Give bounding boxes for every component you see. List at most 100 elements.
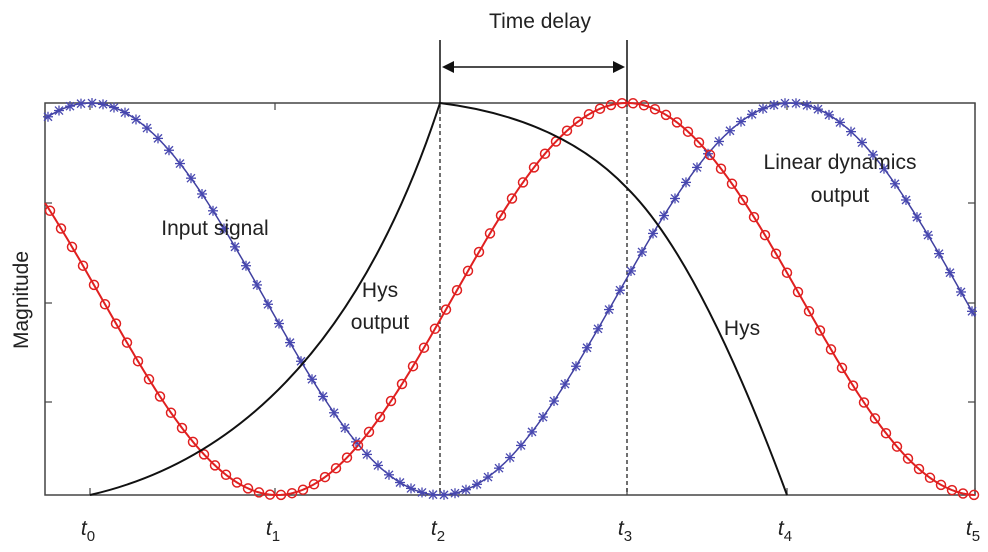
asterisk xyxy=(637,246,647,257)
asterisk xyxy=(87,98,97,109)
asterisk xyxy=(384,469,394,480)
asterisk-stroke xyxy=(868,150,878,160)
x-label-sub: 4 xyxy=(784,528,792,545)
asterisk-stroke xyxy=(87,98,97,108)
asterisk xyxy=(571,361,581,372)
circle-marker xyxy=(715,163,727,174)
asterisk xyxy=(780,98,790,109)
circle-marker xyxy=(781,267,793,278)
asterisk-stroke xyxy=(560,379,570,389)
asterisk xyxy=(846,126,856,137)
circle-marker xyxy=(693,137,705,148)
asterisk xyxy=(791,98,801,109)
circle-marker xyxy=(374,411,386,423)
asterisk xyxy=(516,440,526,451)
circle-marker xyxy=(66,241,78,253)
asterisk-stroke xyxy=(461,485,471,495)
asterisk xyxy=(736,116,746,127)
asterisk-stroke xyxy=(780,98,790,108)
asterisk xyxy=(725,125,735,136)
asterisk-stroke xyxy=(340,423,350,433)
asterisk xyxy=(131,114,141,125)
asterisk xyxy=(186,173,196,184)
asterisk xyxy=(890,178,900,189)
asterisk xyxy=(285,337,295,348)
asterisk xyxy=(241,260,251,271)
asterisk xyxy=(439,489,449,500)
circle-marker xyxy=(143,374,155,385)
circle-marker xyxy=(132,355,144,367)
circle-marker xyxy=(484,228,496,239)
asterisk-stroke xyxy=(516,440,526,450)
circle-marker xyxy=(341,452,353,463)
annotation: Hys xyxy=(724,317,760,340)
circle-marker xyxy=(495,210,507,221)
asterisk-stroke xyxy=(615,285,625,295)
asterisk-stroke xyxy=(417,487,427,497)
asterisk xyxy=(450,488,460,499)
circle-marker xyxy=(858,397,870,408)
circle-marker xyxy=(660,109,672,121)
asterisk-stroke xyxy=(483,472,493,482)
asterisk-stroke xyxy=(604,305,614,315)
asterisk xyxy=(54,105,64,116)
asterisk-stroke xyxy=(384,470,394,480)
asterisk-stroke xyxy=(945,268,955,278)
asterisk xyxy=(813,104,823,115)
circle-marker xyxy=(264,489,276,500)
circle-marker xyxy=(220,469,232,481)
asterisk xyxy=(494,463,504,474)
asterisk-stroke xyxy=(395,478,405,487)
asterisk xyxy=(758,103,768,114)
circle-marker xyxy=(803,306,815,317)
asterisk xyxy=(461,484,471,495)
x-label-sub: 0 xyxy=(87,528,95,545)
circle-marker xyxy=(154,391,166,402)
asterisk xyxy=(769,100,779,111)
y-axis-label: Magnitude xyxy=(10,251,33,349)
x-label-base: t xyxy=(266,517,273,540)
circle-marker xyxy=(99,299,111,310)
asterisk xyxy=(868,149,878,160)
asterisk-stroke xyxy=(582,343,592,353)
asterisk xyxy=(681,177,691,188)
asterisk-stroke xyxy=(714,137,724,146)
asterisk-stroke xyxy=(967,306,977,316)
asterisk xyxy=(956,286,966,297)
asterisk xyxy=(373,460,383,471)
asterisk xyxy=(208,205,218,216)
circle-marker xyxy=(198,449,210,460)
asterisk-stroke xyxy=(626,266,636,276)
circle-marker xyxy=(737,194,749,206)
circle-marker xyxy=(396,378,408,390)
x-label-sub: 1 xyxy=(272,528,280,545)
asterisk-stroke xyxy=(406,483,416,493)
annotation: output xyxy=(811,184,870,207)
asterisk xyxy=(923,230,933,241)
asterisk xyxy=(582,342,592,353)
asterisk xyxy=(879,163,889,174)
asterisk xyxy=(219,223,229,234)
circle-marker xyxy=(176,422,188,434)
asterisk xyxy=(549,396,559,407)
asterisk-stroke xyxy=(802,100,812,110)
annotation: Input signal xyxy=(161,217,268,240)
asterisk xyxy=(230,241,240,252)
asterisk-stroke xyxy=(439,490,449,500)
circle-marker xyxy=(671,117,683,128)
asterisk xyxy=(76,98,86,109)
asterisk-stroke xyxy=(285,338,295,348)
circle-marker xyxy=(253,487,265,498)
circle-marker xyxy=(616,97,628,109)
asterisk-stroke xyxy=(450,488,460,498)
circle-marker xyxy=(88,279,100,291)
asterisk-stroke xyxy=(472,479,482,489)
asterisk-stroke xyxy=(923,230,933,240)
asterisk-stroke xyxy=(230,242,240,252)
asterisk-stroke xyxy=(934,249,944,259)
asterisk xyxy=(318,391,328,402)
asterisk xyxy=(120,107,130,118)
asterisk-stroke xyxy=(494,463,504,473)
circle-marker xyxy=(55,223,67,234)
asterisk-stroke xyxy=(252,280,262,290)
